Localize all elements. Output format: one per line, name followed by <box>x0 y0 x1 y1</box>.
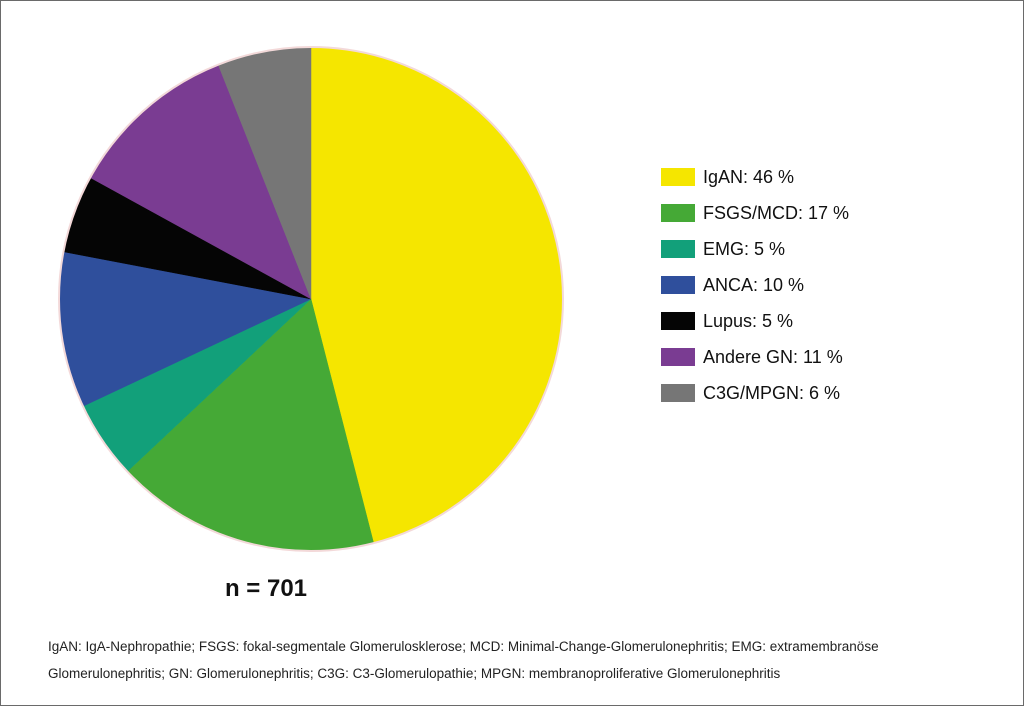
legend-swatch <box>661 168 695 186</box>
pie-outline <box>58 46 564 552</box>
legend-label: Andere GN: 11 % <box>703 346 843 367</box>
legend-swatch <box>661 384 695 402</box>
legend-item: Lupus: 5 % <box>661 303 849 339</box>
footnote: IgAN: IgA-Nephropathie; FSGS: fokal-segm… <box>48 633 998 687</box>
legend-item: Andere GN: 11 % <box>661 339 849 375</box>
footnote-line-2: Glomerulonephritis; GN: Glomerulonephrit… <box>48 666 781 681</box>
legend-swatch <box>661 312 695 330</box>
legend-item: IgAN: 46 % <box>661 159 849 195</box>
legend-item: C3G/MPGN: 6 % <box>661 375 849 411</box>
sample-size-label: n = 701 <box>224 575 308 602</box>
legend-label: EMG: 5 % <box>703 238 786 259</box>
legend-swatch <box>661 240 695 258</box>
legend-label: Lupus: 5 % <box>703 310 794 331</box>
legend-label: IgAN: 46 % <box>703 166 795 187</box>
legend-label: ANCA: 10 % <box>703 274 805 295</box>
legend-swatch <box>661 276 695 294</box>
legend-swatch <box>661 348 695 366</box>
legend-item: ANCA: 10 % <box>661 267 849 303</box>
legend: IgAN: 46 % FSGS/MCD: 17 % EMG: 5 % ANCA: 10… <box>661 159 849 411</box>
legend-item: EMG: 5 % <box>661 231 849 267</box>
pie-chart <box>58 46 564 552</box>
legend-swatch <box>661 204 695 222</box>
legend-label: FSGS/MCD: 17 % <box>703 202 850 223</box>
legend-item: FSGS/MCD: 17 % <box>661 195 849 231</box>
footnote-line-1: IgAN: IgA-Nephropathie; FSGS: fokal-segm… <box>48 639 879 654</box>
legend-label: C3G/MPGN: 6 % <box>703 382 841 403</box>
